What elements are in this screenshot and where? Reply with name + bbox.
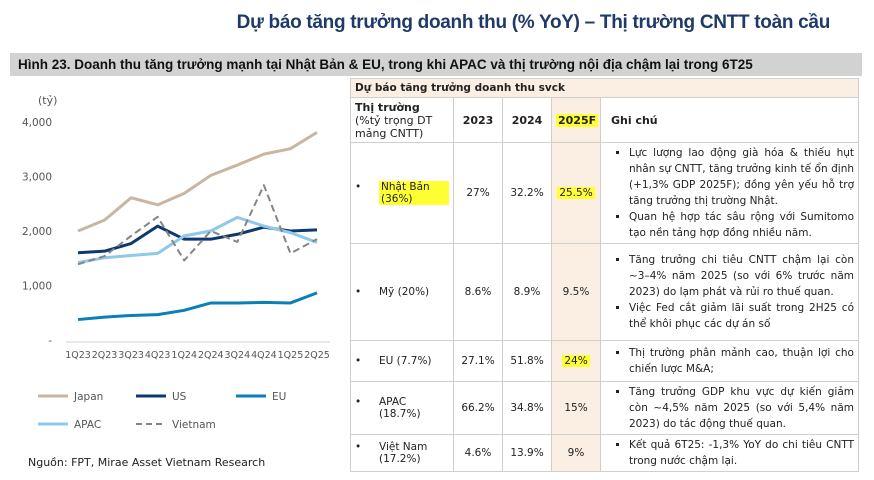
header-notes: Ghi chú <box>600 97 859 143</box>
y-tick-label: 4,000 <box>22 117 52 129</box>
bullet-icon: • <box>355 181 362 193</box>
value-2025f: 25.5% <box>551 142 601 244</box>
value-2025f: 24% <box>551 340 601 382</box>
x-tick-label: 1Q24 <box>171 350 197 361</box>
series-line-vietnam <box>77 184 318 266</box>
value-2025f: 15% <box>551 381 601 435</box>
note-item: Tăng trưởng chi tiêu CNTT chậm lại còn ~… <box>629 252 854 300</box>
y-tick-label: 1,000 <box>22 281 52 293</box>
header-2025f: 2025F <box>551 97 601 143</box>
value-2023: 4.6% <box>453 434 503 472</box>
y-tick-label: 3,000 <box>22 172 52 184</box>
value-2023: 66.2% <box>453 381 503 435</box>
bullet-icon: • <box>355 355 362 367</box>
value-2025f-text: 15% <box>564 402 588 414</box>
note-item: Việc Fed cắt giảm lãi suất trong 2H25 có… <box>629 300 854 332</box>
x-tick-label: 2Q24 <box>198 350 224 361</box>
value-2024: 8.9% <box>502 243 552 341</box>
x-tick-label: 3Q24 <box>225 350 251 361</box>
x-tick-label: 3Q23 <box>118 350 144 361</box>
series-line-eu <box>77 291 318 322</box>
market-name: Việt Nam (17.2%) <box>379 441 428 465</box>
legend-label: Japan <box>73 391 103 403</box>
x-tick-label: 2Q23 <box>92 350 118 361</box>
table-caption: Dự báo tăng trưởng doanh thu svck <box>350 78 859 98</box>
table-row: • Mỹ (20%) 8.6% 8.9% 9.5% Tăng trưởng chi… <box>350 243 859 341</box>
y-tick-label: 2,000 <box>22 226 52 238</box>
value-2023: 8.6% <box>453 243 503 341</box>
notes-cell: Tăng trưởng GDP khu vực dự kiến giảm còn… <box>600 381 859 435</box>
notes-cell: Lực lượng lao động già hóa & thiếu hụt n… <box>600 142 859 244</box>
legend-label: US <box>172 391 187 403</box>
value-2025f-text: 9% <box>567 447 585 459</box>
market-name: Mỹ (20%) <box>379 286 430 298</box>
x-tick-label: 4Q23 <box>145 350 171 361</box>
header-market-sub: (%tỷ trọng DT mảng CNTT) <box>355 113 433 140</box>
market-cell: • APAC (18.7%) <box>350 381 454 435</box>
legend-label: EU <box>272 391 286 403</box>
legend-label: APAC <box>74 419 101 431</box>
header-market-label: Thị trường <box>355 100 420 114</box>
note-item: Thị trường phân mảnh cao, thuận lợi cho … <box>629 345 854 377</box>
y-tick-label: - <box>48 335 52 347</box>
source-note: Nguồn: FPT, Mirae Asset Vietnam Research <box>28 456 266 469</box>
notes-cell: Kết quả 6T25: -1,3% YoY do chi tiêu CNTT… <box>600 434 859 472</box>
forecast-table: Dự báo tăng trưởng doanh thu svck Thị tr… <box>350 78 859 472</box>
legend-label: Vietnam <box>172 419 216 431</box>
market-cell: • Mỹ (20%) <box>350 243 454 341</box>
table-row: • APAC (18.7%) 66.2% 34.8% 15% Tăng trưởn… <box>350 381 859 435</box>
note-item: Kết quả 6T25: -1,3% YoY do chi tiêu CNTT… <box>629 437 854 469</box>
market-cell: • EU (7.7%) <box>350 340 454 382</box>
note-item: Lực lượng lao động già hóa & thiếu hụt n… <box>629 145 854 209</box>
value-2024: 51.8% <box>502 340 552 382</box>
series-line-japan <box>77 131 318 233</box>
market-name: APAC (18.7%) <box>379 396 421 420</box>
figure-caption: Hình 23. Doanh thu tăng trưởng mạnh tại … <box>10 53 862 76</box>
header-2025f-label: 2025F <box>556 113 599 127</box>
series-line-apac <box>77 215 318 265</box>
y-axis-label: (tỷ) <box>38 94 57 107</box>
value-2025f: 9.5% <box>551 243 601 341</box>
table-row: • Nhật Bản (36%) 27% 32.2% 25.5% Lực lượn… <box>350 142 859 244</box>
page-title: Dự báo tăng trưởng doanh thu (% YoY) – T… <box>236 12 831 33</box>
notes-cell: Tăng trưởng chi tiêu CNTT chậm lại còn ~… <box>600 243 859 341</box>
market-name: Nhật Bản (36%) <box>379 181 449 205</box>
market-name: EU (7.7%) <box>379 355 432 367</box>
value-2024: 34.8% <box>502 381 552 435</box>
note-item: Quan hệ hợp tác sâu rộng với Sumitomo tạ… <box>629 209 854 241</box>
value-2025f-text: 24% <box>562 355 590 367</box>
table-row: • EU (7.7%) 27.1% 51.8% 24% Thị trường ph… <box>350 340 859 382</box>
x-tick-label: 1Q23 <box>65 350 91 361</box>
market-cell: • Nhật Bản (36%) <box>350 142 454 244</box>
value-2025f-text: 9.5% <box>562 286 590 298</box>
value-2025f-text: 25.5% <box>557 187 595 199</box>
x-tick-label: 4Q24 <box>251 350 277 361</box>
note-item: Tăng trưởng GDP khu vực dự kiến giảm còn… <box>629 384 854 432</box>
value-2024: 13.9% <box>502 434 552 472</box>
bullet-icon: • <box>355 396 362 408</box>
x-tick-label: 1Q25 <box>278 350 304 361</box>
notes-cell: Thị trường phân mảnh cao, thuận lợi cho … <box>600 340 859 382</box>
bullet-icon: • <box>355 286 362 298</box>
value-2023: 27.1% <box>453 340 503 382</box>
market-cell: • Việt Nam (17.2%) <box>350 434 454 472</box>
header-market: Thị trường (%tỷ trọng DT mảng CNTT) <box>350 97 454 143</box>
header-2024: 2024 <box>502 97 552 143</box>
value-2024: 32.2% <box>502 142 552 244</box>
value-2023: 27% <box>453 142 503 244</box>
value-2025f: 9% <box>551 434 601 472</box>
bullet-icon: • <box>355 441 362 453</box>
table-row: • Việt Nam (17.2%) 4.6% 13.9% 9% Kết quả … <box>350 434 859 472</box>
header-2023: 2023 <box>453 97 503 143</box>
x-tick-label: 2Q25 <box>304 350 330 361</box>
